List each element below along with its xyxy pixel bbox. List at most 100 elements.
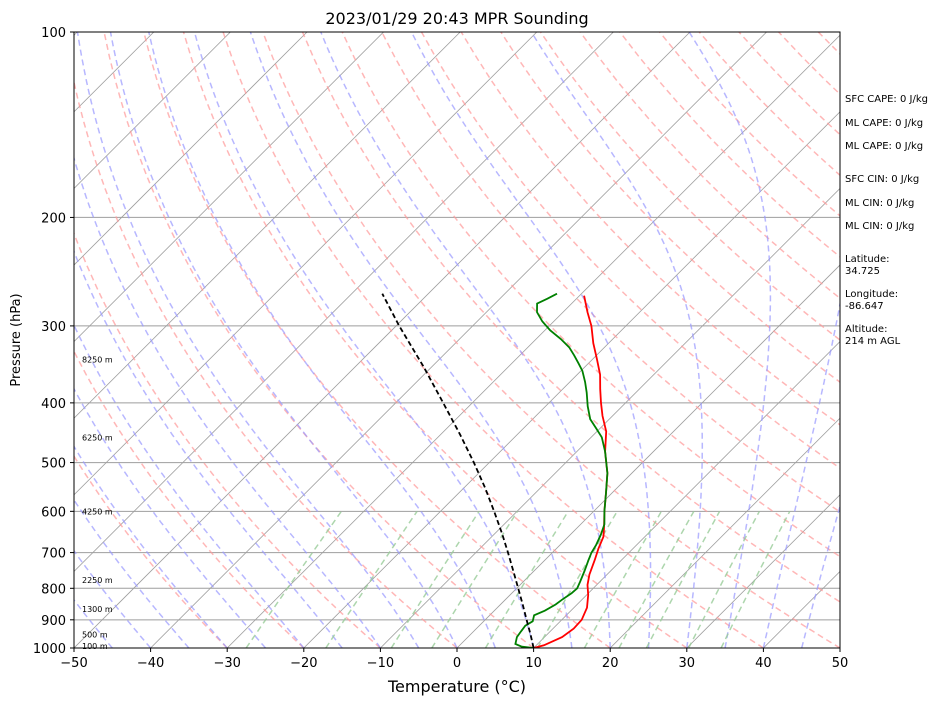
height-label: 500 m: [82, 630, 108, 639]
moist-adiabat: [109, 32, 458, 648]
y-tick-label: 200: [41, 211, 66, 226]
y-tick-label: 1000: [33, 642, 66, 657]
x-tick-label: −50: [60, 656, 87, 671]
y-tick-label: 500: [41, 457, 66, 472]
x-tick-label: 40: [755, 656, 772, 671]
dry-adiabat: [74, 454, 228, 648]
isotherm-line: [303, 111, 840, 648]
x-tick-label: 30: [679, 656, 696, 671]
y-axis-label: Pressure (hPa): [9, 293, 24, 386]
dry-adiabat: [74, 349, 305, 648]
dry-adiabat: [74, 231, 381, 648]
mixing-ratio-line: [583, 510, 663, 648]
mixing-ratio-line: [245, 510, 343, 648]
isotherm-line: [533, 341, 840, 648]
moist-adiabat: [74, 498, 190, 648]
isotherm-line: [74, 32, 538, 496]
isotherm-line: [226, 34, 840, 648]
moist-adiabat: [410, 32, 652, 648]
x-tick-label: −20: [290, 656, 317, 671]
mixing-ratio-line: [688, 510, 761, 648]
isotherm-line: [74, 32, 614, 572]
series-line-1: [514, 292, 609, 648]
moist-adiabat: [148, 32, 497, 648]
ml-cape-text: ML CAPE: 0 J/kg: [845, 118, 924, 129]
moist-adiabat: [74, 598, 113, 648]
sfc-cin-text: SFC CIN: 0 J/kg: [845, 174, 920, 185]
moist-adiabat: [320, 32, 611, 648]
x-tick-label: 50: [832, 656, 849, 671]
moist-adiabat: [76, 32, 420, 648]
plot-frame: [73, 31, 841, 649]
y-tick-label: 300: [41, 320, 66, 335]
mixing-ratio-line: [484, 510, 569, 648]
dry-adiabat: [262, 32, 840, 648]
dry-adiabat: [74, 79, 458, 648]
profile-series: [381, 292, 609, 648]
x-tick-label: −30: [213, 656, 240, 671]
background-lines: [0, 32, 840, 648]
mixing-ratio-line: [325, 510, 418, 648]
isotherm-line: [74, 32, 231, 189]
isotherm-line: [74, 32, 461, 419]
axis-ticks: −50 −40 −30 −20 −10 0 10 20 30 40 50 100 200 300 400 50…: [33, 26, 848, 671]
moist-adiabat: [74, 445, 228, 648]
mixing-ratio-line: [645, 510, 721, 648]
isotherm-line: [0, 32, 1, 648]
x-tick-label: 0: [453, 656, 461, 671]
y-tick-label: 100: [41, 26, 66, 41]
isotherm-line: [74, 32, 308, 266]
y-tick-label: 900: [41, 614, 66, 629]
y-tick-label: 400: [41, 397, 66, 412]
chart-title: 2023/01/29 20:43 MPR Sounding: [325, 9, 588, 28]
dry-adiabat: [143, 32, 611, 648]
sfc-cape-text: SFC CAPE: 0 J/kg: [845, 94, 928, 105]
x-axis-label: Temperature (°C): [387, 677, 526, 696]
mixing-ratio-line: [390, 510, 480, 648]
moist-adiabat: [762, 300, 840, 648]
x-tick-label: 10: [525, 656, 542, 671]
ml-cin-text: ML CIN: 0 J/kg: [845, 198, 915, 209]
moist-adiabat: [530, 32, 704, 648]
height-label: 6250 m: [82, 433, 113, 442]
latitude-text: Latitude: 34.725: [845, 254, 890, 277]
isotherm-line: [380, 187, 840, 648]
height-labels: 8250 m 6250 m 4250 m 2250 m 1300 m 500 m 100 m: [82, 355, 113, 650]
dry-adiabat: [222, 32, 764, 648]
moist-adiabat: [74, 155, 382, 648]
height-label: 4250 m: [82, 507, 113, 516]
y-tick-label: 800: [41, 582, 66, 597]
moist-adiabat: [193, 32, 535, 648]
series-line-2: [381, 293, 535, 648]
height-label: 2250 m: [82, 576, 113, 585]
altitude-text: Altitude: 214 m AGL: [845, 324, 901, 347]
ml-cape-text-2: ML CAPE: 0 J/kg: [845, 141, 924, 152]
height-label: 1300 m: [82, 605, 113, 614]
mixing-ratio-line: [431, 510, 519, 648]
ml-cin-text-2: ML CIN: 0 J/kg: [845, 221, 915, 232]
y-tick-label: 600: [41, 505, 66, 520]
height-label: 100 m: [82, 642, 108, 651]
moist-adiabat: [249, 32, 573, 648]
dry-adiabat: [182, 32, 688, 648]
isotherm-line: [686, 494, 840, 648]
dry-adiabat: [103, 32, 535, 648]
longitude-text: Longitude: -86.647: [845, 289, 899, 312]
isotherm-line: [456, 264, 840, 648]
dry-adiabat: [579, 32, 840, 300]
moist-adiabat: [688, 32, 772, 648]
mixing-ratio-line: [618, 510, 695, 648]
x-tick-label: 20: [602, 656, 619, 671]
y-tick-label: 700: [41, 547, 66, 562]
moist-adiabat: [800, 503, 840, 648]
isotherm-line: [74, 32, 384, 343]
isotherm-line: [609, 417, 840, 648]
isotherm-line: [150, 32, 767, 648]
mixing-ratio-line: [536, 510, 618, 648]
x-tick-label: −40: [137, 656, 164, 671]
x-tick-label: −10: [367, 656, 394, 671]
moist-adiabat: [74, 249, 343, 648]
isotherm-line: [74, 32, 691, 648]
height-label: 8250 m: [82, 355, 113, 364]
